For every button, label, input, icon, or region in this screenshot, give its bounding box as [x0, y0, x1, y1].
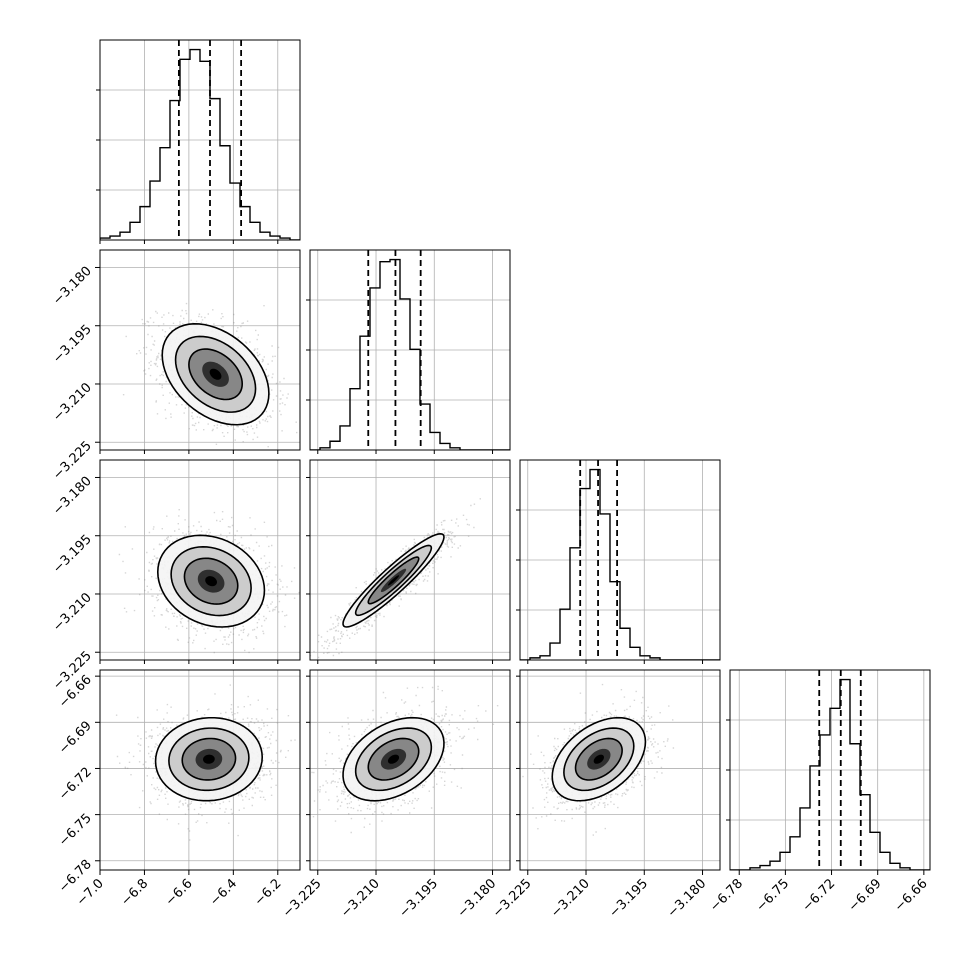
scatter-panel-1-0 [100, 250, 300, 450]
x-tick-label-2-2: −3.195 [606, 876, 651, 921]
contour-line-2-1-1 [354, 544, 433, 617]
density-peak-3-0 [203, 754, 215, 764]
y-tick-label-1-3: −3.180 [50, 264, 95, 309]
scatter-panel-2-0 [100, 460, 300, 660]
panel-frame-3-3 [729, 669, 931, 871]
x-tick-label-2-1: −3.210 [548, 876, 593, 921]
contour-line-3-0-1 [168, 727, 250, 792]
panel-frame-2-2 [519, 459, 721, 661]
contour-line-3-2-2 [574, 737, 623, 781]
histogram-step-2 [520, 468, 720, 660]
histogram-step-0 [100, 48, 300, 240]
scatter-panel-3-0 [100, 670, 300, 870]
histogram-panel-3 [730, 670, 930, 870]
x-tick-label-2-0: −3.225 [490, 876, 535, 921]
y-tick-label-1-0: −3.225 [50, 438, 95, 483]
x-tick-label-0-3: −6.4 [207, 876, 240, 909]
contour-line-2-1-2 [367, 556, 420, 605]
panel-frame-2-0 [99, 459, 301, 661]
contour-line-1-0-0 [161, 323, 270, 426]
x-tick-label-3-3: −6.69 [846, 876, 885, 915]
panel-frame-1-0 [99, 249, 301, 451]
x-tick-label-3-0: −6.78 [707, 876, 746, 915]
scatter-points-3-1 [311, 685, 499, 834]
contour-line-2-0-2 [183, 557, 239, 605]
density-peak-2-1 [387, 575, 400, 586]
panel-frame-3-1 [309, 669, 511, 871]
density-peak-1-0 [209, 368, 222, 380]
y-tick-label-3-1: −6.75 [56, 811, 95, 850]
y-tick-label-1-2: −3.195 [50, 322, 95, 367]
histogram-panel-2 [520, 460, 720, 660]
panel-frame-1-1 [309, 249, 511, 451]
contour-line-3-0-2 [181, 737, 237, 781]
y-tick-label-3-2: −6.72 [56, 765, 95, 804]
y-tick-label-3-3: −6.69 [56, 719, 95, 758]
density-peak-3-2 [593, 754, 604, 764]
x-tick-label-3-1: −6.75 [753, 876, 792, 915]
histogram-step-3 [730, 678, 930, 870]
y-tick-label-2-2: −3.195 [50, 532, 95, 577]
x-tick-label-1-2: −3.195 [396, 876, 441, 921]
contour-line-2-0-0 [156, 534, 266, 628]
x-tick-label-2-3: −3.180 [665, 876, 710, 921]
y-tick-label-1-1: −3.210 [50, 380, 95, 425]
contour-line-3-1-1 [354, 727, 433, 792]
density-peak-3-1 [387, 754, 400, 764]
x-tick-label-0-4: −6.2 [252, 876, 285, 909]
panel-frame-3-0 [99, 669, 301, 871]
contour-line-1-0-1 [174, 335, 257, 413]
contour-line-3-2-0 [551, 716, 647, 802]
x-tick-label-0-1: −6.8 [118, 876, 151, 909]
x-tick-label-3-4: −6.66 [892, 876, 931, 915]
contour-line-3-0-0 [154, 716, 264, 802]
scatter-panel-2-1 [310, 460, 510, 660]
panel-frame-0-0 [99, 39, 301, 241]
histogram-panel-1 [310, 250, 510, 450]
contour-line-2-1-0 [342, 532, 445, 628]
panel-frame-3-2 [519, 669, 721, 871]
x-tick-label-3-2: −6.72 [800, 876, 839, 915]
contour-line-3-1-2 [367, 737, 420, 781]
scatter-cloud-3-1 [311, 685, 499, 834]
histogram-panel-0 [100, 40, 300, 240]
x-tick-label-0-2: −6.6 [163, 876, 196, 909]
y-tick-label-2-1: −3.210 [50, 590, 95, 635]
histogram-step-1 [310, 258, 510, 450]
density-peak-2-0 [205, 576, 217, 587]
contour-line-3-2-1 [563, 727, 635, 792]
scatter-panel-3-2 [520, 670, 720, 870]
scatter-panel-3-1 [310, 670, 510, 870]
x-tick-label-1-1: −3.210 [338, 876, 383, 921]
contour-line-3-1-0 [342, 716, 445, 802]
x-tick-label-1-0: −3.225 [280, 876, 325, 921]
contour-line-1-0-2 [188, 348, 244, 401]
contour-line-2-0-1 [170, 545, 252, 617]
panel-frame-2-1 [309, 459, 511, 661]
